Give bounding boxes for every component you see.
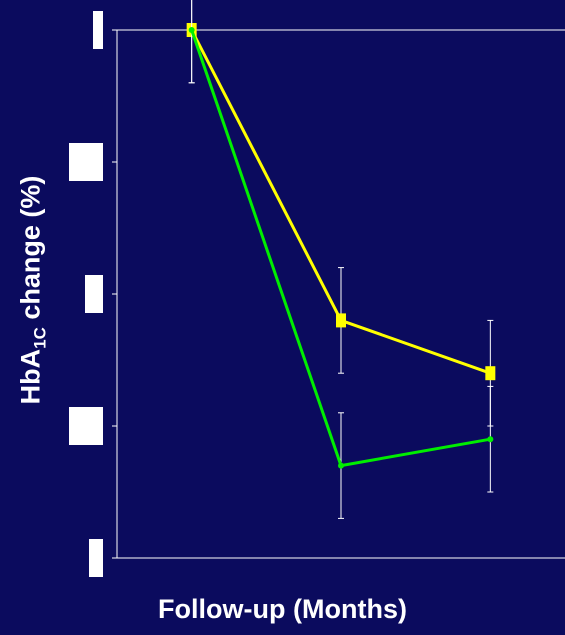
series-1-line [190,29,491,468]
y-tick-label-mask-0 [93,11,103,49]
y-axis-label: HbA1C change (%) [15,175,50,405]
series-1-point-2 [487,436,494,443]
y-tick-label-mask-2 [85,275,103,313]
y-tick-label-mask-3 [69,407,103,445]
series-1-point-1 [338,462,344,469]
series-1-point-0 [188,27,195,33]
series-0-point-2 [485,366,496,381]
x-axis-label: Follow-up (Months) [158,594,407,624]
series-0-point-1 [336,313,346,328]
y-tick-label-mask-4 [89,539,103,577]
y-tick-label-mask-1 [69,143,103,181]
